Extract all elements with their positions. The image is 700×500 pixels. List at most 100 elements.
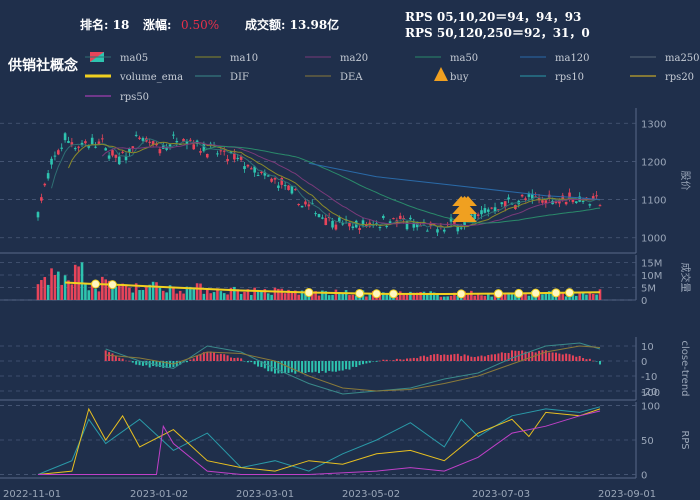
y-tick-label: 0 bbox=[641, 296, 647, 307]
candle-body bbox=[270, 178, 273, 182]
volume-bar bbox=[128, 287, 131, 300]
macd-hist-bar bbox=[331, 361, 334, 372]
candle-body bbox=[358, 228, 361, 231]
volume-bar bbox=[80, 262, 84, 300]
candle-body bbox=[537, 197, 541, 201]
y-tick-label: 10 bbox=[641, 342, 654, 353]
volume-bar bbox=[578, 292, 581, 300]
macd-hist-bar bbox=[318, 361, 320, 374]
y-tick-label: 5M bbox=[641, 284, 656, 295]
candle-body bbox=[365, 224, 368, 227]
macd-hist-bar bbox=[446, 354, 449, 361]
volume-marker bbox=[565, 288, 575, 298]
volume-marker bbox=[304, 288, 314, 297]
candle-body bbox=[564, 201, 568, 205]
ma05-line bbox=[51, 138, 601, 229]
volume-bar bbox=[300, 290, 304, 300]
volume-bar bbox=[168, 285, 172, 300]
volume-bar bbox=[585, 294, 588, 300]
volume-bar bbox=[581, 292, 585, 300]
y-axis-label: RPS bbox=[679, 430, 690, 449]
candle-body bbox=[128, 148, 131, 152]
candle-body bbox=[260, 171, 263, 174]
volume-bar bbox=[564, 296, 568, 300]
candle-body bbox=[503, 201, 507, 208]
x-axis: 2022-11-01 2023-01-02 2023-03-01 2023-05-02… bbox=[3, 489, 656, 500]
macd-hist-bar bbox=[592, 360, 595, 362]
volume-bar bbox=[40, 280, 43, 300]
candle-body bbox=[348, 222, 351, 227]
volume-marker bbox=[493, 289, 503, 299]
volume-bar bbox=[524, 293, 527, 300]
macd-hist-bar bbox=[263, 361, 266, 369]
volume-bar bbox=[351, 294, 355, 300]
macd-hist-bar bbox=[365, 361, 368, 364]
candle-body bbox=[101, 138, 104, 140]
macd-hist-bar bbox=[229, 357, 232, 361]
candle-body bbox=[73, 148, 77, 150]
candle-body bbox=[77, 146, 80, 148]
macd-hist-bar bbox=[155, 361, 158, 367]
ma20-line bbox=[101, 142, 601, 227]
volume-bar bbox=[87, 290, 91, 300]
candle-body bbox=[290, 185, 294, 194]
candle-body bbox=[317, 214, 321, 218]
volume-bar bbox=[409, 291, 412, 300]
macd-hist-bar bbox=[179, 361, 182, 365]
volume-bar bbox=[456, 295, 460, 300]
candle-body bbox=[121, 151, 124, 153]
candle-body bbox=[412, 222, 416, 228]
volume-bar bbox=[507, 292, 510, 300]
volume-bar bbox=[368, 294, 372, 300]
macd-hist-bar bbox=[510, 350, 513, 361]
macd-hist-bar bbox=[412, 357, 415, 361]
ma50-line bbox=[203, 145, 601, 224]
candle-body bbox=[436, 229, 439, 233]
volume-bar bbox=[114, 286, 118, 300]
volume-marker bbox=[107, 280, 117, 290]
candle-body bbox=[591, 196, 595, 200]
volume-bar bbox=[219, 291, 223, 300]
volume-bar bbox=[382, 292, 385, 300]
macd-hist-bar bbox=[494, 354, 497, 361]
candle-body bbox=[476, 214, 480, 217]
volume-bar bbox=[595, 294, 598, 300]
candle-body bbox=[456, 225, 460, 232]
y-tick-label: -10 bbox=[641, 372, 657, 383]
volume-bar bbox=[101, 276, 104, 300]
macd-hist-bar bbox=[368, 361, 371, 363]
volume-bar bbox=[185, 286, 189, 300]
candle-body bbox=[351, 226, 355, 229]
candle-body bbox=[151, 141, 155, 145]
macd-hist-bar bbox=[538, 350, 541, 361]
volume-bar bbox=[476, 293, 480, 300]
macd-hist-bar bbox=[304, 361, 307, 374]
volume-bar bbox=[398, 291, 402, 300]
x-tick-label: 2023-09-01 bbox=[598, 489, 656, 500]
macd-hist-bar bbox=[216, 354, 219, 361]
macd-hist-bar bbox=[284, 361, 287, 373]
macd-hist-bar bbox=[429, 354, 432, 361]
macd-hist-bar bbox=[121, 358, 124, 361]
candle-body bbox=[321, 217, 324, 219]
volume-marker bbox=[372, 289, 382, 299]
volume-bar bbox=[97, 291, 101, 300]
macd-hist-bar bbox=[487, 354, 490, 361]
candle-body bbox=[43, 183, 47, 186]
volume-bar bbox=[189, 286, 192, 300]
macd-hist-bar bbox=[561, 354, 564, 361]
volume-bar bbox=[466, 293, 470, 300]
candle-body bbox=[219, 150, 223, 152]
macd-hist-bar bbox=[575, 356, 578, 361]
candle-body bbox=[392, 218, 395, 220]
candle-body bbox=[473, 212, 477, 219]
candle-body bbox=[158, 149, 162, 154]
legend-label-ma250: ma250 bbox=[665, 53, 700, 64]
candle-body bbox=[598, 205, 602, 207]
candle-body bbox=[57, 150, 60, 155]
y-tick-label: 50 bbox=[641, 436, 654, 447]
candle-body bbox=[97, 141, 101, 145]
volume-bar bbox=[493, 293, 497, 300]
volume-bar bbox=[544, 293, 548, 300]
volume-bar bbox=[388, 293, 392, 300]
